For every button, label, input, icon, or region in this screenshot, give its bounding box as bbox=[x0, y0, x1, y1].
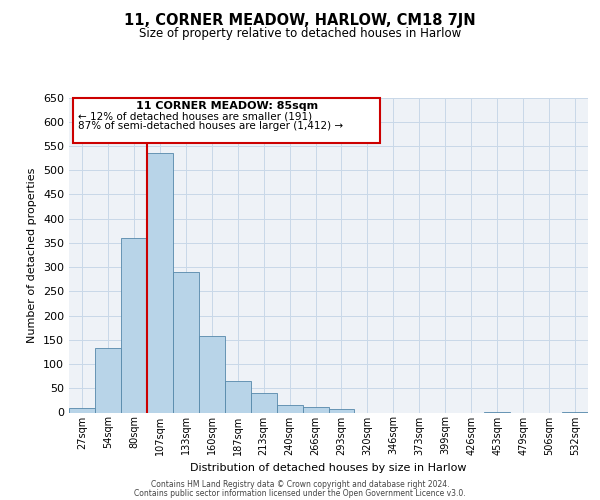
X-axis label: Distribution of detached houses by size in Harlow: Distribution of detached houses by size … bbox=[190, 463, 467, 473]
Bar bbox=[251, 393, 277, 412]
Text: Contains public sector information licensed under the Open Government Licence v3: Contains public sector information licen… bbox=[134, 488, 466, 498]
Bar bbox=[95, 348, 121, 412]
Text: 87% of semi-detached houses are larger (1,412) →: 87% of semi-detached houses are larger (… bbox=[78, 121, 343, 131]
Text: 11, CORNER MEADOW, HARLOW, CM18 7JN: 11, CORNER MEADOW, HARLOW, CM18 7JN bbox=[124, 12, 476, 28]
Text: Size of property relative to detached houses in Harlow: Size of property relative to detached ho… bbox=[139, 28, 461, 40]
Y-axis label: Number of detached properties: Number of detached properties bbox=[28, 168, 37, 342]
Bar bbox=[73, 98, 380, 143]
Text: Contains HM Land Registry data © Crown copyright and database right 2024.: Contains HM Land Registry data © Crown c… bbox=[151, 480, 449, 489]
Bar bbox=[302, 406, 329, 412]
Bar bbox=[173, 272, 199, 412]
Bar bbox=[199, 336, 224, 412]
Bar bbox=[121, 238, 147, 412]
Bar bbox=[69, 408, 95, 412]
Text: 11 CORNER MEADOW: 85sqm: 11 CORNER MEADOW: 85sqm bbox=[136, 102, 318, 112]
Bar bbox=[329, 409, 355, 412]
Text: ← 12% of detached houses are smaller (191): ← 12% of detached houses are smaller (19… bbox=[78, 111, 312, 121]
Bar bbox=[225, 381, 251, 412]
Bar bbox=[147, 153, 173, 412]
Bar bbox=[277, 405, 302, 412]
